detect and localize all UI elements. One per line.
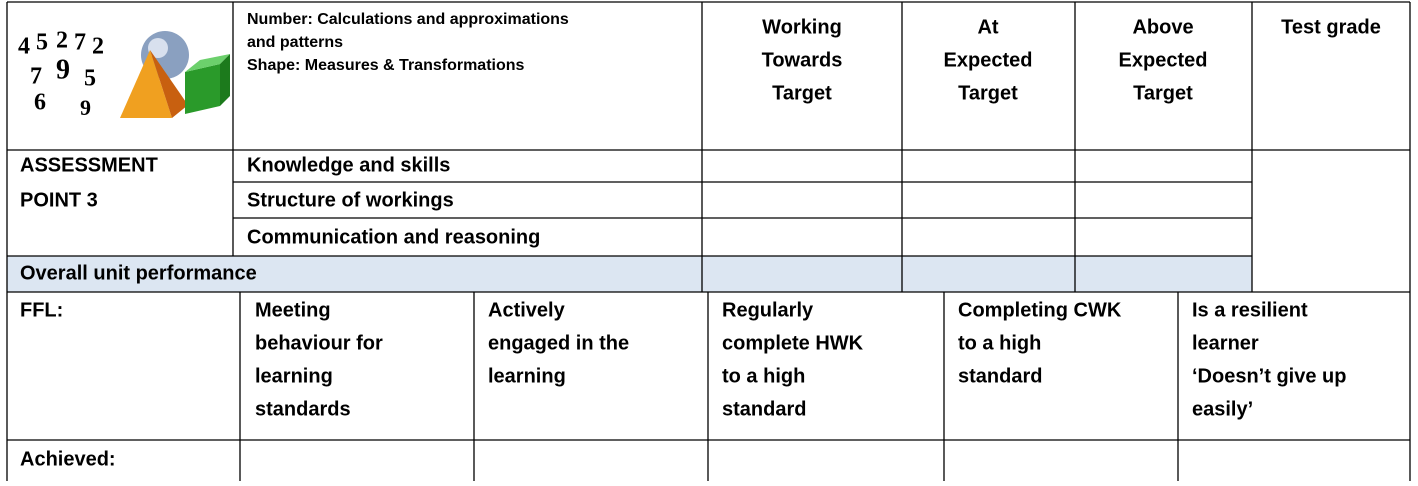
column-heading: At (977, 16, 998, 38)
ffl-criterion: complete HWK (722, 332, 864, 354)
svg-text:9: 9 (56, 54, 70, 85)
unit-description: Number: Calculations and approximations (247, 11, 569, 28)
svg-text:2: 2 (56, 28, 68, 54)
ffl-criterion: Meeting (255, 299, 331, 321)
overall-row-fill (7, 256, 1252, 292)
ffl-criterion: easily’ (1192, 398, 1253, 420)
svg-text:4: 4 (18, 34, 30, 60)
assessment-label: ASSESSMENT (20, 154, 158, 176)
svg-text:5: 5 (84, 66, 96, 92)
ffl-criterion: learning (255, 365, 333, 387)
unit-description: Shape: Measures & Transformations (247, 57, 525, 74)
column-heading: Test grade (1281, 16, 1381, 38)
ffl-criterion: to a high (722, 365, 805, 387)
svg-text:5: 5 (36, 30, 48, 56)
column-heading: Target (772, 82, 832, 104)
column-heading: Expected (944, 49, 1033, 71)
ffl-criterion: learning (488, 365, 566, 387)
unit-description: and patterns (247, 34, 343, 51)
ffl-criterion: behaviour for (255, 332, 383, 354)
ffl-criterion: standard (958, 365, 1042, 387)
ffl-criterion: to a high (958, 332, 1041, 354)
svg-text:7: 7 (30, 64, 42, 90)
column-heading: Target (958, 82, 1018, 104)
ffl-criterion: engaged in the (488, 332, 629, 354)
svg-text:7: 7 (74, 30, 86, 56)
column-heading: Expected (1119, 49, 1208, 71)
ffl-criterion: standard (722, 398, 806, 420)
criterion: Structure of workings (247, 189, 454, 211)
criterion: Knowledge and skills (247, 154, 450, 176)
ffl-criterion: Completing CWK (958, 299, 1122, 321)
svg-text:6: 6 (34, 90, 46, 116)
ffl-criterion: Is a resilient (1192, 299, 1308, 321)
ffl-label: FFL: (20, 299, 63, 321)
criterion: Communication and reasoning (247, 226, 540, 248)
overall-label: Overall unit performance (20, 262, 257, 284)
ffl-criterion: standards (255, 398, 351, 420)
ffl-criterion: ‘Doesn’t give up (1192, 365, 1346, 387)
achieved-label: Achieved: (20, 448, 116, 470)
column-heading: Working (762, 16, 842, 38)
column-heading: Towards (762, 49, 843, 71)
column-heading: Above (1132, 16, 1193, 38)
ffl-criterion: Regularly (722, 299, 814, 321)
svg-text:2: 2 (92, 34, 104, 60)
column-heading: Target (1133, 82, 1193, 104)
logo-image: 4 5 2 7 2 7 9 5 6 9 (18, 28, 230, 120)
svg-text:9: 9 (80, 95, 91, 120)
ffl-criterion: Actively (488, 299, 566, 321)
assessment-label: POINT 3 (20, 189, 98, 211)
ffl-criterion: learner (1192, 332, 1259, 354)
